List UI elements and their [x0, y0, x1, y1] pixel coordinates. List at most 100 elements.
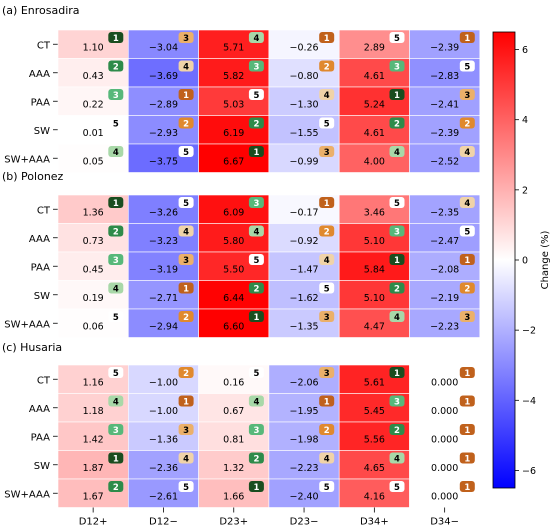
- heatmap-cell: [409, 364, 481, 394]
- rank-badge: [319, 32, 335, 43]
- rank-badge-label: 4: [113, 284, 119, 294]
- rank-badge: [248, 146, 264, 157]
- cell-value-label: −2.41: [430, 99, 459, 110]
- row-label: SW+AAA: [4, 319, 50, 330]
- cell-value-label: 5.50: [223, 264, 244, 275]
- x-tick-label: D12−: [149, 517, 178, 525]
- cell-value-label: 1.66: [223, 491, 244, 502]
- cell-value-label: 0.000: [431, 463, 458, 474]
- rank-badge: [108, 60, 124, 72]
- rank-badge-label: 2: [324, 227, 330, 237]
- cell-value-label: 0.000: [431, 406, 458, 417]
- rank-badge: [248, 424, 264, 435]
- rank-badge: [178, 311, 194, 322]
- cell-value-label: −1.00: [149, 377, 178, 388]
- rank-badge-label: 1: [253, 313, 259, 323]
- rank-badge-label: 5: [394, 483, 400, 493]
- cell-value-label: 6.67: [223, 156, 244, 167]
- cell-value-label: 6.44: [223, 293, 244, 304]
- rank-badge-label: 5: [113, 369, 119, 379]
- rank-badge-label: 4: [113, 148, 119, 158]
- cell-value-label: 0.73: [83, 236, 104, 247]
- rank-badge-label: 5: [253, 256, 259, 266]
- rank-badge-label: 4: [253, 397, 259, 407]
- cell-value-label: 1.87: [83, 463, 104, 474]
- rank-badge-label: 3: [253, 426, 259, 436]
- rank-badge-label: 5: [253, 369, 259, 379]
- rank-badge-label: 1: [464, 483, 470, 493]
- cell-value-label: −2.39: [430, 42, 459, 53]
- rank-badge-label: 1: [394, 91, 400, 101]
- rank-badge-label: 4: [394, 313, 400, 323]
- cell-value-label: −2.35: [430, 207, 459, 218]
- rank-badge-label: 2: [113, 227, 119, 237]
- rank-badge: [389, 32, 405, 43]
- cell-value-label: 1.67: [83, 491, 104, 502]
- rank-badge: [389, 197, 405, 208]
- rank-badge: [389, 225, 405, 237]
- cell-value-label: 0.16: [223, 377, 244, 388]
- colorbar: 6 4 2 0 −2 −4 −6 Change (%): [492, 31, 550, 489]
- rank-badge: [178, 146, 194, 157]
- rank-badge-label: 3: [394, 397, 400, 407]
- rank-badge-label: 2: [253, 454, 259, 464]
- cell-value-label: 0.81: [223, 434, 244, 445]
- cell-value-label: 3.46: [364, 207, 385, 218]
- rank-badge-label: 3: [183, 256, 189, 266]
- cell-value-label: −1.95: [289, 406, 318, 417]
- rank-badge-label: 3: [183, 426, 189, 436]
- rank-badge-label: 1: [113, 34, 119, 44]
- row-label: CT: [37, 375, 51, 386]
- rank-badge-label: 3: [394, 227, 400, 237]
- cell-value-label: −1.55: [289, 128, 318, 139]
- row-label: AAA: [29, 234, 50, 245]
- cell-value-label: 4.47: [364, 321, 385, 332]
- cell-value-label: 4.65: [364, 463, 385, 474]
- colorbar-tick-label: −4: [522, 396, 536, 407]
- cell-value-label: −2.94: [149, 321, 178, 332]
- rank-badge-label: 1: [183, 284, 189, 294]
- x-tick-label: D23+: [219, 517, 248, 525]
- rank-badge: [248, 481, 264, 492]
- cell-value-label: −2.61: [149, 491, 178, 502]
- cell-value-label: 4.00: [364, 156, 385, 167]
- rank-badge: [248, 60, 264, 72]
- rank-badge-label: 3: [183, 34, 189, 44]
- row-label: SW+AAA: [4, 489, 50, 500]
- cell-value-label: 6.09: [223, 207, 244, 218]
- cell-value-label: 5.61: [364, 377, 385, 388]
- rank-badge-label: 1: [394, 256, 400, 266]
- cell-value-label: 0.22: [83, 99, 104, 110]
- cell-value-label: 5.10: [364, 293, 385, 304]
- row-label: PAA: [31, 262, 51, 273]
- rank-badge-label: 1: [113, 199, 119, 209]
- rank-badge-label: 5: [394, 199, 400, 209]
- rank-badge: [389, 117, 405, 129]
- row-label: SW: [34, 291, 50, 302]
- rank-badge-label: 1: [113, 454, 119, 464]
- rank-badge: [108, 117, 124, 129]
- rank-badge-label: 4: [324, 256, 330, 266]
- rank-badge: [248, 367, 264, 378]
- rank-badge-label: 3: [464, 91, 470, 101]
- rank-badge: [178, 395, 194, 407]
- rank-badge: [178, 282, 194, 294]
- cell-value-label: 1.42: [83, 434, 104, 445]
- rank-badge-label: 1: [464, 426, 470, 436]
- cell-value-label: −2.40: [289, 491, 318, 502]
- rank-badge-label: 4: [394, 148, 400, 158]
- rank-badge-label: 2: [394, 119, 400, 129]
- rank-badge: [319, 117, 335, 129]
- cell-value-label: −2.93: [149, 128, 178, 139]
- cell-value-label: 0.000: [431, 377, 458, 388]
- rank-badge-label: 4: [394, 454, 400, 464]
- cell-value-label: 1.36: [83, 207, 104, 218]
- rank-badge: [319, 60, 335, 72]
- rank-badge: [178, 481, 194, 492]
- rank-badge: [389, 424, 405, 435]
- rank-badge: [178, 89, 194, 100]
- cell-value-label: −2.52: [430, 156, 459, 167]
- rank-badge-label: 3: [113, 91, 119, 101]
- rank-badge: [108, 395, 124, 407]
- rank-badge: [319, 424, 335, 435]
